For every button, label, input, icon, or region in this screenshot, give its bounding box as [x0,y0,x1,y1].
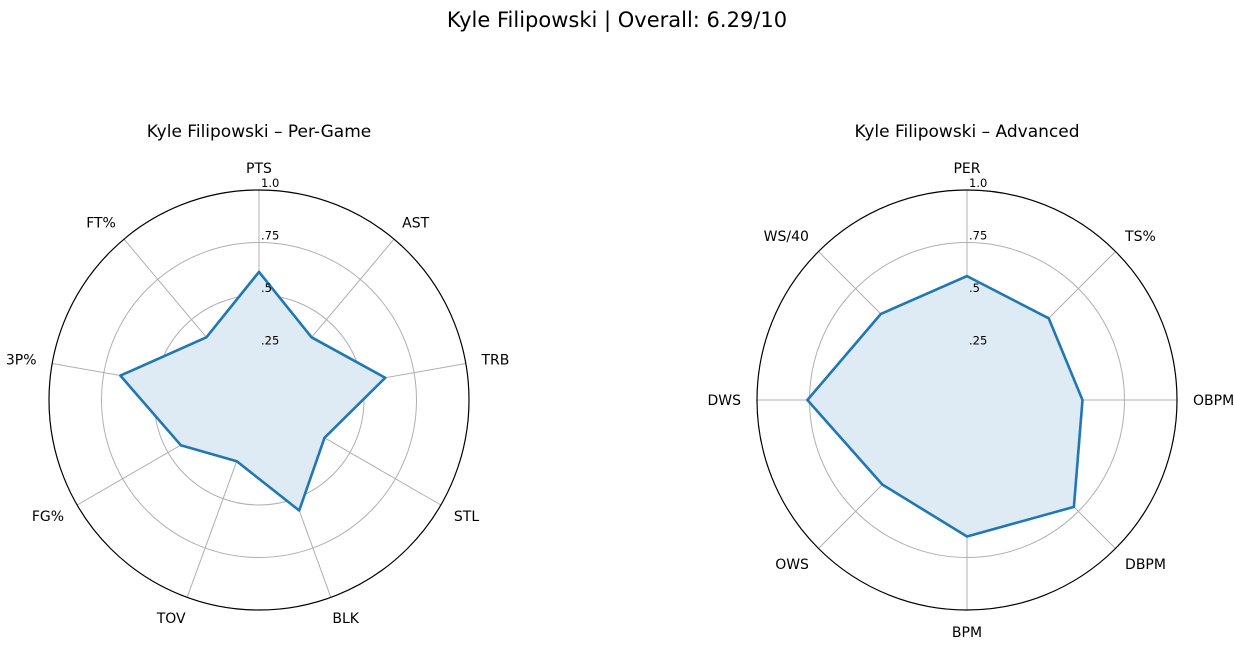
category-label: TS% [1124,229,1156,245]
radar-chart-per-game: Kyle Filipowski – Per-Game .25 .5 .75 1.0PTS… [6,122,509,627]
radial-tick-label: .75 [969,229,987,243]
series-line [119,270,387,512]
category-label: PER [953,161,980,177]
category-label: AST [402,215,429,231]
radial-tick-label: .25 [261,334,279,348]
category-label: FT% [86,215,116,231]
subplot-title: Kyle Filipowski – Advanced [854,122,1079,142]
radial-tick-label: .5 [969,281,980,295]
radial-tick-label: .5 [261,281,272,295]
category-label: BPM [952,625,982,641]
figure-title: Kyle Filipowski | Overall: 6.29/10 [446,8,788,32]
radial-tick-label: 1.0 [261,176,279,190]
series-line [806,274,1084,538]
subplot-title: Kyle Filipowski – Per-Game [147,122,371,142]
radar-chart-advanced: Kyle Filipowski – Advanced .25 .5 .75 1.0PER… [707,122,1234,641]
category-label: BLK [332,611,359,627]
category-label: PTS [246,161,272,177]
series-area [807,276,1083,537]
radar-frame [48,189,470,611]
category-label: WS/40 [764,229,809,245]
category-label: OWS [775,557,809,573]
category-label: DBPM [1125,557,1166,573]
category-label: OBPM [1193,393,1234,409]
category-label: TOV [156,611,186,627]
radial-tick-label: 1.0 [969,176,987,190]
radial-tick-label: .25 [969,334,987,348]
category-label: 3P% [6,353,37,369]
category-label: DWS [707,393,741,409]
category-label: STL [454,509,479,525]
radar-frame [756,189,1178,611]
category-label: FG% [32,509,64,525]
radial-tick-label: .75 [261,229,279,243]
category-label: TRB [480,353,509,369]
